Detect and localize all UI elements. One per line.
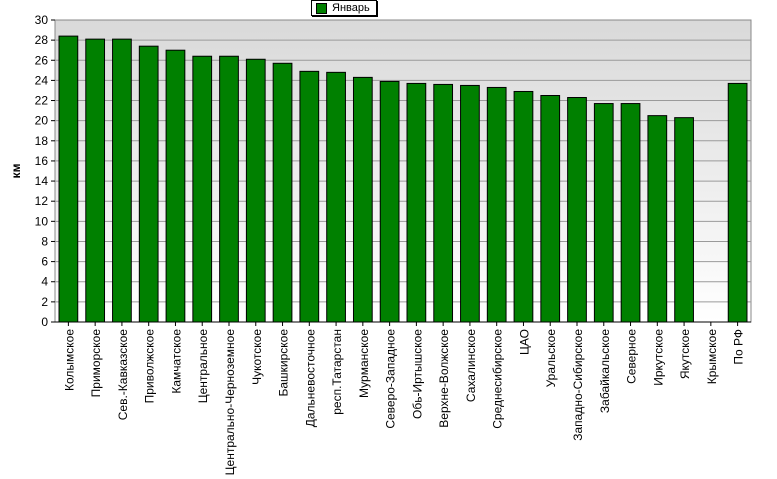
x-tick-label: Центральное [196,329,210,404]
bar [58,35,79,323]
y-tick-label: 12 [35,194,49,208]
x-tick-label: Дальневосточное [303,329,317,428]
bar [326,71,346,323]
x-tick-label: Иркутское [651,329,665,386]
x-tick-label: Якутское [678,329,692,379]
x-tick-label: Мурманское [357,329,371,398]
legend-label: Январь [332,2,370,14]
y-tick-label: 8 [41,234,48,248]
y-tick-label: 24 [35,73,49,87]
bar [85,38,106,323]
bar [674,117,694,323]
x-axis: Колымское Приморское Сев.-Кавказское Привол… [55,321,751,476]
x-tick-label: Западно-Сибирское [571,329,585,441]
plot-area [54,19,752,323]
x-tick-label: Приморское [89,329,103,398]
y-tick-label: 14 [35,174,49,188]
bar [727,82,748,323]
x-tick-label: По РФ [732,329,746,365]
bar [219,55,239,323]
x-tick-label: Сахалинское [464,329,478,402]
y-axis-label: км [9,163,23,178]
y-tick-label: 4 [41,275,48,289]
y-tick-label: 22 [35,94,49,108]
bar [513,90,534,323]
bar [379,80,400,323]
y-tick-label: 2 [41,295,48,309]
bar [620,103,641,323]
bar [192,55,213,323]
x-tick-label: Уральское [544,329,558,388]
bar [272,62,293,323]
bar [138,45,159,323]
bar [433,83,454,323]
legend-swatch [316,2,327,14]
x-tick-label: Приволжское [143,329,157,404]
bar [165,49,186,323]
x-tick-label: Чукотское [250,329,264,385]
x-tick-label: Забайкальское [598,329,612,413]
x-tick-label: Обь-Иртышское [410,329,424,419]
x-tick-label: Башкирское [277,329,291,397]
bar [593,103,614,323]
bar [567,97,587,323]
x-tick-label: Центрально-Черноземное [223,329,237,476]
x-tick-label: респ.Татарстан [330,329,344,415]
x-tick-label: Камчатское [169,329,183,394]
bar [406,82,427,323]
x-tick-label: Северное [625,329,639,384]
y-tick-label: 16 [35,154,49,168]
y-tick-label: 0 [41,315,48,329]
x-tick-label: Верхне-Волжское [437,329,451,428]
x-tick-label: Среднесибирское [491,329,505,429]
legend: Январь [311,0,377,16]
bar [352,76,373,323]
y-tick-label: 30 [35,13,49,27]
bar [486,86,507,323]
y-tick-label: 26 [35,53,49,67]
x-tick-label: Крымское [705,329,719,385]
y-tick-label: 6 [41,255,48,269]
x-tick-label: Сев.-Кавказское [116,329,130,421]
x-tick-label: Северо-Западное [384,329,398,429]
x-tick-label: Колымское [62,329,76,391]
bar [112,38,132,323]
bar [540,95,561,323]
y-tick-label: 20 [35,114,49,128]
y-tick-label: 10 [35,214,49,228]
bar [460,84,480,323]
bar [647,115,668,323]
y-tick-label: 28 [35,33,49,47]
y-tick-label: 18 [35,134,49,148]
bar [245,58,266,323]
x-tick-label: ЦАО [517,329,531,355]
bar [299,70,320,323]
